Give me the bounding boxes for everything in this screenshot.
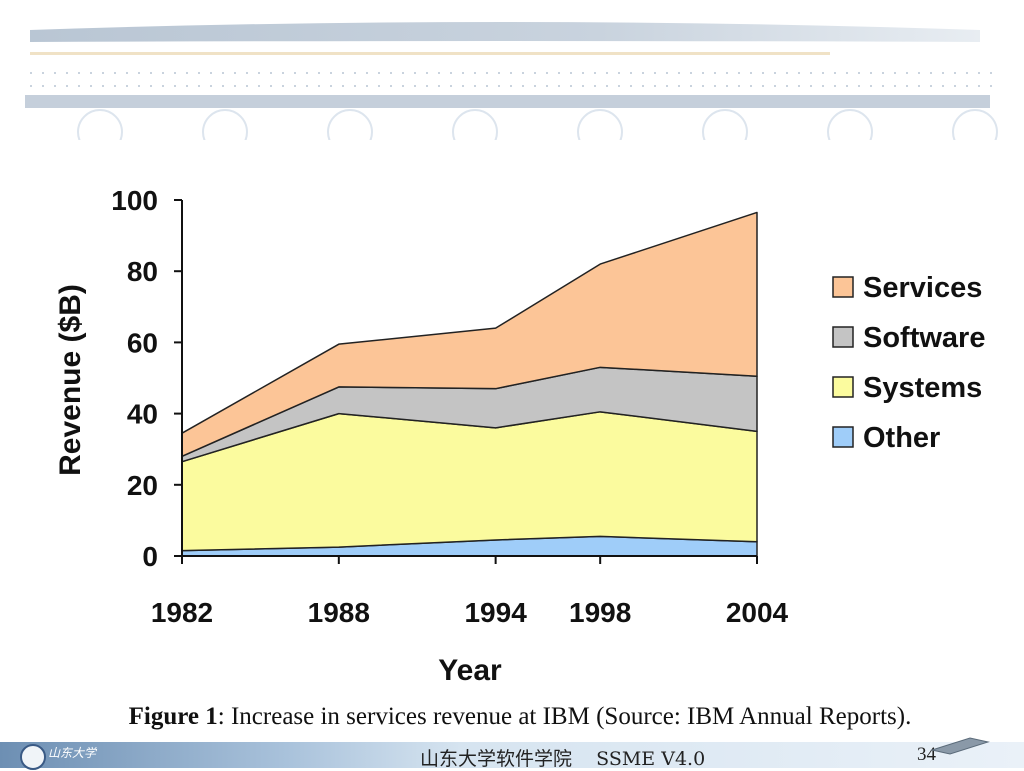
legend-swatch-systems [832,376,854,398]
page-number: 34 [917,744,936,765]
y-axis-title: Revenue ($B) [54,284,87,476]
revenue-area-chart: 0 20 40 60 80 100 1982 1988 1994 1998 2004 Service… [54,185,985,687]
x-tick-label: 2004 [726,597,789,628]
x-tick-label: 1994 [464,597,527,628]
y-tick-label: 100 [111,185,158,216]
legend-label-other: Other [863,422,940,454]
footer-bar [0,742,1024,768]
legend-swatch-software [832,326,854,348]
x-tick-label: 1998 [569,597,631,628]
caption-text: : Increase in services revenue at IBM (S… [217,703,912,730]
y-tick-label: 40 [127,399,158,430]
y-tick-label: 20 [127,470,158,501]
y-tick-label: 80 [127,256,158,287]
figure-caption: Figure 1: Increase in services revenue a… [0,703,1024,731]
legend-label-systems: Systems [863,372,982,404]
legend-swatch-services [832,276,854,298]
legend-label-software: Software [863,322,985,354]
y-tick-label: 60 [127,327,158,358]
x-tick-label: 1988 [308,597,370,628]
y-tick-label: 0 [142,541,158,572]
footer-corner-shape-icon [930,737,990,755]
legend-label-services: Services [863,272,982,304]
area-services [181,211,758,458]
x-tick-label: 1982 [151,597,213,628]
slide-header-decoration [25,22,1000,140]
caption-label: Figure 1 [128,703,218,730]
legend-swatch-other [832,426,854,448]
footer-title: 山东大学软件学院 SSME V4.0 [420,748,706,770]
university-logo-icon [20,744,46,770]
university-logo-text: 山东大学 [48,746,97,760]
x-axis-title: Year [438,654,502,687]
